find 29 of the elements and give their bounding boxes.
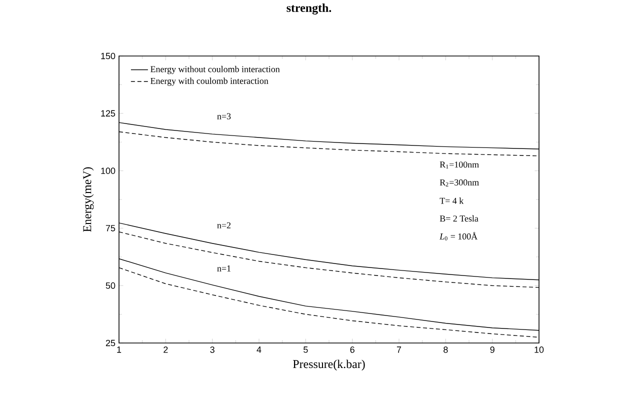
x-tick-label: 4 bbox=[256, 346, 262, 353]
y-axis-title: Energy(meV) bbox=[82, 167, 94, 232]
y-tick-label: 75 bbox=[106, 225, 116, 232]
annotation: n=3 bbox=[217, 113, 231, 120]
chart-title: strength. bbox=[286, 4, 332, 14]
annotation: n=1 bbox=[217, 265, 230, 272]
y-tick-label: 100 bbox=[101, 168, 116, 174]
y-tick-label: 150 bbox=[101, 52, 116, 60]
annotation: B= 2 Tesla bbox=[440, 215, 478, 222]
legend-label: Energy with coulomb interaction bbox=[150, 78, 268, 86]
x-tick-label: 5 bbox=[304, 346, 308, 353]
annotation: R$_{1}$=100nm bbox=[440, 162, 479, 169]
annotation: n=2 bbox=[217, 222, 231, 228]
x-tick-label: 2 bbox=[164, 346, 168, 353]
y-tick-label: 25 bbox=[106, 340, 116, 346]
y-tick-label: 125 bbox=[101, 110, 116, 117]
x-tick-label: 6 bbox=[350, 346, 354, 353]
x-tick-label: 10 bbox=[534, 346, 544, 353]
legend-label: Energy without coulomb interaction bbox=[150, 66, 280, 74]
annotation: R$_{2}$=300nm bbox=[440, 179, 479, 186]
x-tick-label: 1 bbox=[117, 346, 122, 353]
x-tick-label: 3 bbox=[210, 346, 214, 353]
x-tick-label: 9 bbox=[490, 346, 494, 353]
y-tick-label: 50 bbox=[106, 282, 116, 289]
annotation: T= 4 k bbox=[440, 198, 464, 204]
x-tick-label: 7 bbox=[396, 346, 402, 353]
x-axis-title: Pressure(k.bar) bbox=[293, 360, 365, 371]
x-tick-label: 8 bbox=[444, 346, 448, 353]
annotation: L$_{0}$ = 100Å bbox=[440, 232, 478, 240]
